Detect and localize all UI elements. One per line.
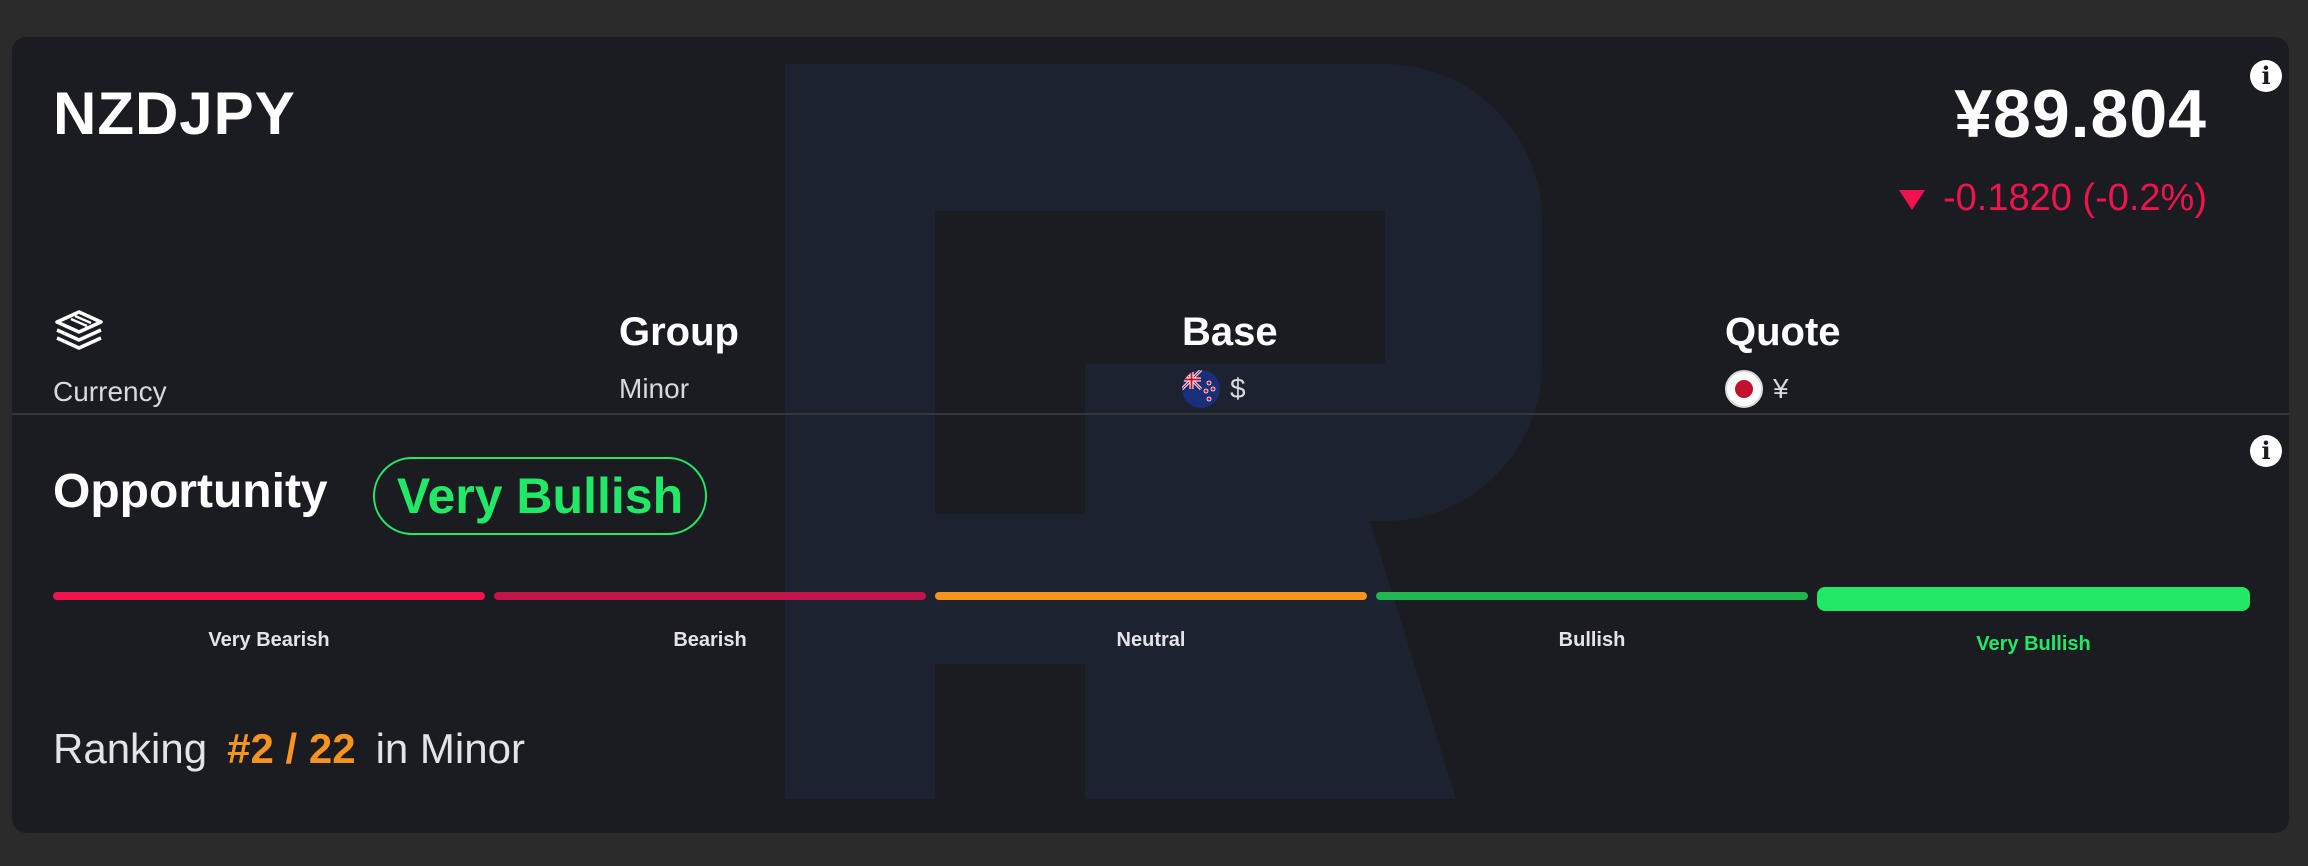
ranking-suffix: in Minor [375,725,525,772]
gauge-segment-bearish: Bearish [494,587,926,651]
meta-quote: Quote ¥ [1725,307,1841,409]
gauge-bar [1376,592,1808,600]
quote-value: ¥ [1725,369,1841,409]
gauge-segment-very-bearish: Very Bearish [53,587,485,651]
ranking-prefix: Ranking [53,725,208,772]
instrument-symbol: NZDJPY [53,80,296,147]
stack-icon [53,307,167,360]
meta-group: Group Minor [619,307,739,409]
gauge-bar [53,592,485,600]
asset-type-value: Currency [53,376,167,407]
gauge-label: Bearish [673,629,747,651]
meta-type: Currency [53,307,167,412]
ranking-value: #2 / 22 [227,725,356,772]
current-price: ¥89.804 [1954,76,2207,152]
base-value: $ [1182,369,1278,409]
ranking: Ranking #2 / 22 in Minor [53,725,525,773]
nz-flag-icon [1182,370,1220,408]
group-value: Minor [619,373,690,404]
quote-title: Quote [1725,310,1841,354]
jp-flag-icon [1725,370,1763,408]
opportunity-label: Opportunity [53,465,328,518]
gauge-label: Neutral [1116,629,1186,651]
down-arrow-icon [1898,190,1925,210]
info-icon[interactable]: i [2250,60,2282,92]
gauge-bar [494,592,926,600]
base-currency-symbol: $ [1230,373,1246,404]
instrument-card: i NZDJPY ¥89.804 -0.1820 (-0.2%) Currenc… [12,37,2289,833]
gauge-bar-active [1817,587,2250,611]
price-change-value: -0.1820 (-0.2%) [1942,177,2207,219]
price-change: -0.1820 (-0.2%) [1898,177,2207,220]
meta-base: Base $ [1182,307,1278,409]
gauge-label-active: Very Bullish [1976,633,2091,655]
base-title: Base [1182,310,1278,354]
section-divider [12,413,2289,415]
gauge-segment-very-bullish: Very Bullish [1817,587,2250,655]
gauge-bar [935,592,1367,600]
quote-currency-symbol: ¥ [1773,373,1789,404]
opportunity-badge: Very Bullish [373,457,707,535]
gauge-segment-neutral: Neutral [935,587,1367,651]
gauge-label: Bullish [1558,629,1626,651]
group-title: Group [619,310,739,354]
gauge-segment-bullish: Bullish [1376,587,1808,651]
info-icon[interactable]: i [2250,435,2282,467]
gauge-label: Very Bearish [208,629,330,651]
brand-watermark-logo [785,64,1542,799]
